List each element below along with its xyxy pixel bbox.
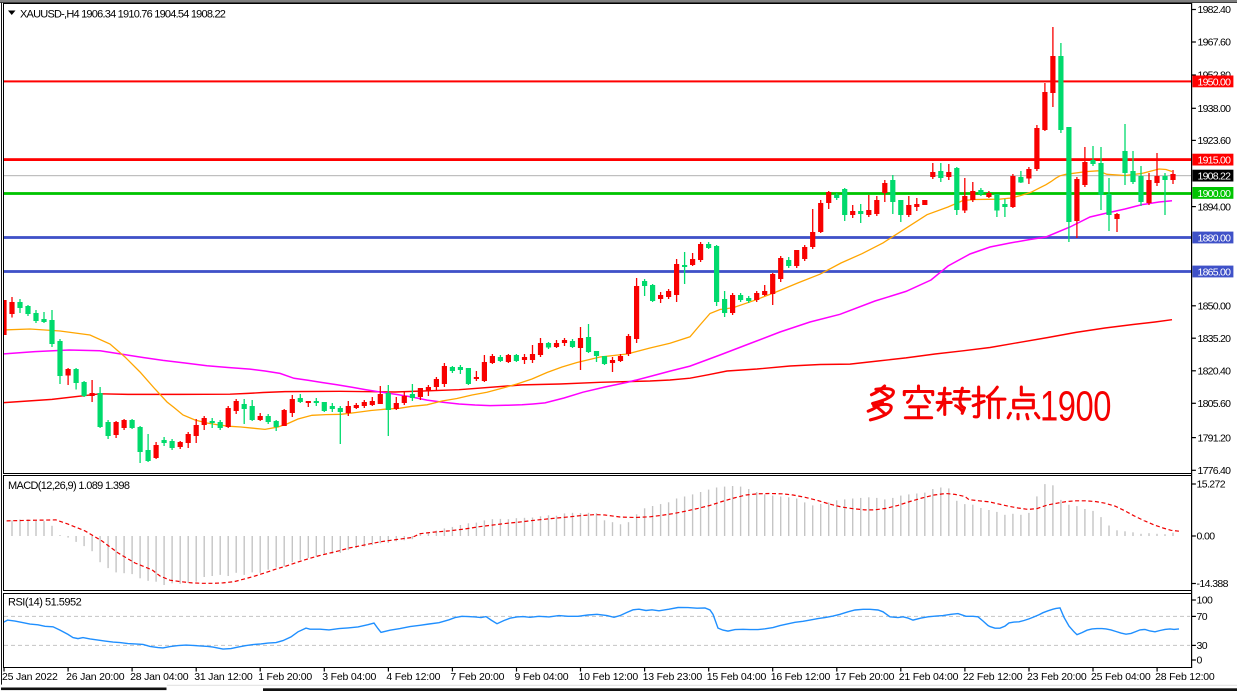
svg-text:22 Feb 12:00: 22 Feb 12:00 <box>963 671 1023 683</box>
svg-text:MACD(12,26,9) 1.089 1.398: MACD(12,26,9) 1.089 1.398 <box>8 480 130 492</box>
svg-text:16 Feb 12:00: 16 Feb 12:00 <box>771 671 831 683</box>
svg-text:4 Feb 12:00: 4 Feb 12:00 <box>386 671 440 683</box>
svg-text:30: 30 <box>1197 640 1208 652</box>
svg-text:13 Feb 23:00: 13 Feb 23:00 <box>643 671 703 683</box>
svg-text:10 Feb 12:00: 10 Feb 12:00 <box>579 671 639 683</box>
svg-text:100: 100 <box>1197 595 1213 607</box>
svg-text:25 Jan 2022: 25 Jan 2022 <box>2 671 58 683</box>
svg-text:1791.20: 1791.20 <box>1198 432 1232 444</box>
svg-text:21 Feb 04:00: 21 Feb 04:00 <box>899 671 959 683</box>
svg-text:1923.60: 1923.60 <box>1198 135 1232 147</box>
svg-text:23 Feb 20:00: 23 Feb 20:00 <box>1027 671 1087 683</box>
svg-text:1967.60: 1967.60 <box>1198 37 1232 49</box>
svg-text:1805.60: 1805.60 <box>1198 398 1232 410</box>
svg-text:0.00: 0.00 <box>1197 531 1216 543</box>
svg-text:1850.00: 1850.00 <box>1198 301 1232 313</box>
svg-text:28 Feb 12:00: 28 Feb 12:00 <box>1155 671 1215 683</box>
svg-text:1900: 1900 <box>1040 382 1111 430</box>
svg-text:1938.00: 1938.00 <box>1198 103 1232 115</box>
svg-text:1894.00: 1894.00 <box>1198 201 1232 213</box>
svg-text:15 Feb 04:00: 15 Feb 04:00 <box>707 671 767 683</box>
svg-text:-14.388: -14.388 <box>1197 578 1229 590</box>
svg-text:3 Feb 04:00: 3 Feb 04:00 <box>322 671 376 683</box>
svg-text:31 Jan 12:00: 31 Jan 12:00 <box>194 671 253 683</box>
svg-text:RSI(14) 51.5952: RSI(14) 51.5952 <box>8 597 82 609</box>
svg-text:17 Feb 20:00: 17 Feb 20:00 <box>835 671 895 683</box>
svg-text:XAUUSD-,H4 1906.34 1910.76 19: XAUUSD-,H4 1906.34 1910.76 1904.54 1908.… <box>20 9 226 21</box>
svg-text:25 Feb 04:00: 25 Feb 04:00 <box>1091 671 1151 683</box>
svg-text:0: 0 <box>1197 655 1203 667</box>
svg-text:7 Feb 20:00: 7 Feb 20:00 <box>450 671 504 683</box>
svg-text:15.272: 15.272 <box>1197 479 1226 491</box>
svg-text:26 Jan 20:00: 26 Jan 20:00 <box>66 671 125 683</box>
svg-text:1835.20: 1835.20 <box>1198 333 1232 345</box>
svg-text:1915.00: 1915.00 <box>1198 155 1232 167</box>
svg-text:9 Feb 04:00: 9 Feb 04:00 <box>515 671 569 683</box>
svg-text:1900.00: 1900.00 <box>1198 188 1232 200</box>
svg-text:1880.00: 1880.00 <box>1198 232 1232 244</box>
svg-text:1982.40: 1982.40 <box>1198 4 1232 16</box>
svg-text:1820.40: 1820.40 <box>1198 366 1232 378</box>
svg-text:1908.22: 1908.22 <box>1198 171 1232 183</box>
svg-text:1776.40: 1776.40 <box>1198 465 1232 477</box>
svg-text:1950.00: 1950.00 <box>1198 76 1232 88</box>
svg-text:1 Feb 20:00: 1 Feb 20:00 <box>258 671 312 683</box>
svg-text:70: 70 <box>1197 611 1208 623</box>
svg-text:1865.00: 1865.00 <box>1198 266 1232 278</box>
svg-text:28 Jan 04:00: 28 Jan 04:00 <box>130 671 189 683</box>
